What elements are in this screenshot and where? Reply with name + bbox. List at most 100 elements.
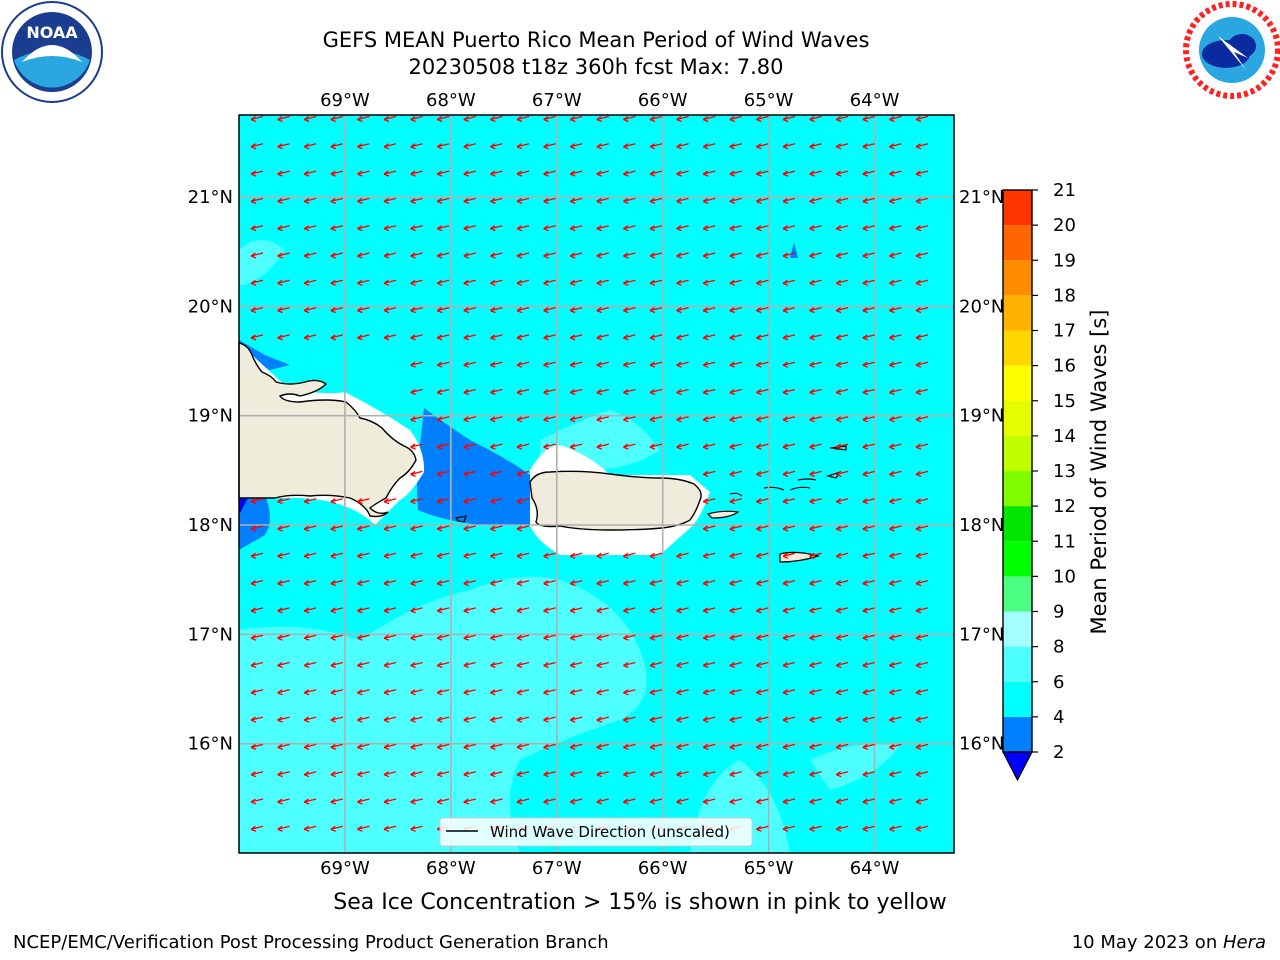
wind-wave-arrow <box>915 388 929 396</box>
wind-wave-arrow <box>676 552 689 559</box>
wind-wave-arrow <box>516 388 530 396</box>
wind-wave-arrow <box>623 197 636 205</box>
wind-wave-arrow <box>516 743 530 751</box>
wind-wave-arrow <box>702 115 716 123</box>
wind-wave-arrow <box>809 743 822 751</box>
wind-wave-arrow <box>623 552 636 559</box>
wind-wave-arrow <box>596 334 609 341</box>
wind-wave-arrow <box>569 115 583 123</box>
wind-wave-arrow <box>569 716 583 723</box>
wind-wave-arrow <box>756 334 769 341</box>
wind-wave-arrow <box>357 634 370 641</box>
wind-wave-arrow <box>889 388 902 396</box>
field-period-6-8 <box>239 240 285 285</box>
wind-wave-arrow <box>862 634 875 641</box>
wind-wave-arrow <box>330 225 343 232</box>
wind-wave-arrow <box>596 306 609 314</box>
wind-wave-arrow <box>569 661 583 669</box>
wind-wave-arrow <box>889 798 902 805</box>
wind-wave-arrow <box>303 552 317 559</box>
wind-wave-arrow <box>250 197 264 205</box>
wind-wave-arrow <box>809 498 822 505</box>
wind-wave-arrow <box>889 771 902 778</box>
wind-wave-arrow <box>756 197 769 205</box>
wind-wave-arrow <box>357 607 370 614</box>
wind-wave-arrow <box>303 279 317 286</box>
wind-wave-arrow <box>516 552 530 559</box>
colorbar-segment <box>1003 295 1032 331</box>
wind-wave-arrow <box>782 798 796 805</box>
field-period-6-8 <box>810 744 900 790</box>
wind-wave-arrow <box>649 143 663 150</box>
wind-wave-arrow <box>543 716 556 723</box>
wind-wave-arrow <box>649 771 663 778</box>
wind-wave-arrow <box>490 388 503 396</box>
wind-wave-arrow <box>649 443 663 450</box>
wind-wave-arrow <box>303 661 317 669</box>
wind-wave-arrow <box>835 252 849 259</box>
wind-wave-arrow <box>490 361 503 368</box>
wind-wave-arrow <box>436 798 450 805</box>
wind-wave-arrow <box>835 115 849 123</box>
wind-wave-arrow <box>543 361 556 368</box>
wind-wave-arrow <box>649 361 663 368</box>
wind-wave-arrow <box>250 798 264 805</box>
wind-wave-arrow <box>623 743 636 751</box>
wind-wave-arrow <box>862 525 875 532</box>
wind-wave-arrow <box>702 579 716 587</box>
wind-wave-arrow <box>889 443 902 450</box>
wind-wave-arrow <box>543 197 556 205</box>
wind-wave-arrow <box>543 170 556 177</box>
wind-wave-arrow <box>889 334 902 341</box>
wind-wave-arrow <box>862 661 875 669</box>
wind-wave-arrow <box>569 143 583 150</box>
nws-logo <box>1183 1 1280 99</box>
wind-wave-arrow <box>862 252 875 259</box>
wind-wave-arrow <box>330 252 343 259</box>
wind-wave-arrow <box>835 388 849 396</box>
wind-wave-arrow <box>915 279 929 286</box>
wind-wave-arrow <box>490 115 503 123</box>
wind-wave-arrow <box>676 661 689 669</box>
wind-wave-arrow <box>250 225 264 232</box>
wind-wave-arrow <box>490 552 503 559</box>
wind-wave-arrow <box>809 115 822 123</box>
wind-wave-arrow <box>410 525 423 532</box>
wind-wave-arrow <box>277 743 290 751</box>
wind-wave-arrow <box>756 225 769 232</box>
wind-wave-arrow <box>436 743 450 751</box>
wind-wave-arrow <box>756 525 769 532</box>
wind-wave-arrow <box>569 416 583 423</box>
wind-wave-arrow <box>250 306 264 314</box>
wind-wave-arrow <box>383 525 397 532</box>
wind-wave-arrow <box>889 825 902 832</box>
wind-wave-arrow <box>596 689 609 696</box>
wind-wave-arrow <box>756 825 769 832</box>
wind-wave-arrow <box>596 716 609 723</box>
wind-wave-arrow <box>729 197 742 205</box>
lon-tick-bottom: 68°W <box>426 858 476 879</box>
wind-wave-arrow <box>835 661 849 669</box>
wind-wave-arrow <box>277 252 290 259</box>
wind-wave-arrow <box>330 525 343 532</box>
wind-wave-arrow <box>756 416 769 423</box>
wind-wave-arrow <box>383 743 397 751</box>
wind-wave-arrow <box>569 388 583 396</box>
wind-wave-arrow <box>809 252 822 259</box>
wind-wave-arrow <box>330 634 343 641</box>
wind-wave-arrow <box>516 689 530 696</box>
wind-wave-arrow <box>835 771 849 778</box>
wind-wave-arrow <box>889 552 902 559</box>
wind-wave-arrow <box>729 361 742 368</box>
colorbar-segment <box>1003 400 1032 436</box>
noaa-logo-text: NOAA <box>26 23 78 42</box>
wind-wave-arrow <box>330 607 343 614</box>
lat-tick-left: 20°N <box>188 296 233 317</box>
field-period-2-4 <box>239 340 290 370</box>
wind-wave-arrow <box>596 279 609 286</box>
wind-wave-arrow <box>383 252 397 259</box>
wind-wave-arrow <box>862 170 875 177</box>
wind-wave-arrow <box>410 334 423 341</box>
wind-wave-arrow <box>862 552 875 559</box>
wind-wave-arrow <box>543 279 556 286</box>
